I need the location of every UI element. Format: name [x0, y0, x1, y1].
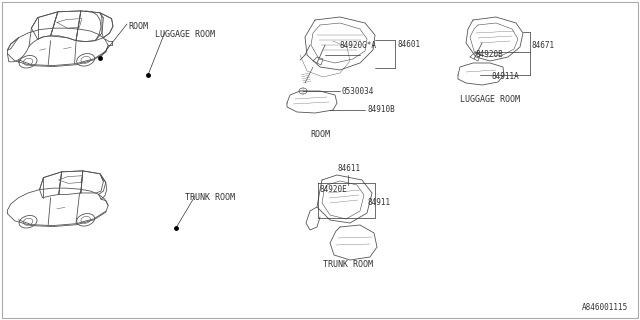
Text: 84920B: 84920B [476, 50, 504, 59]
Text: A846001115: A846001115 [582, 303, 628, 312]
Text: LUGGAGE ROOM: LUGGAGE ROOM [155, 30, 215, 39]
Text: 84910B: 84910B [367, 106, 395, 115]
Text: 84671: 84671 [532, 41, 555, 50]
Text: LUGGAGE ROOM: LUGGAGE ROOM [460, 95, 520, 104]
Text: ROOM: ROOM [310, 130, 330, 139]
Text: 84911A: 84911A [492, 72, 520, 81]
Text: 84920G*A: 84920G*A [340, 41, 377, 50]
Text: 84611: 84611 [338, 164, 361, 173]
Text: TRUNK ROOM: TRUNK ROOM [323, 260, 373, 269]
Text: TRUNK ROOM: TRUNK ROOM [185, 193, 235, 202]
Text: 84920E: 84920E [320, 185, 348, 194]
Text: ROOM: ROOM [128, 22, 148, 31]
Text: 0530034: 0530034 [342, 86, 374, 95]
Text: 84911: 84911 [368, 198, 391, 207]
Text: 84601: 84601 [397, 40, 420, 49]
